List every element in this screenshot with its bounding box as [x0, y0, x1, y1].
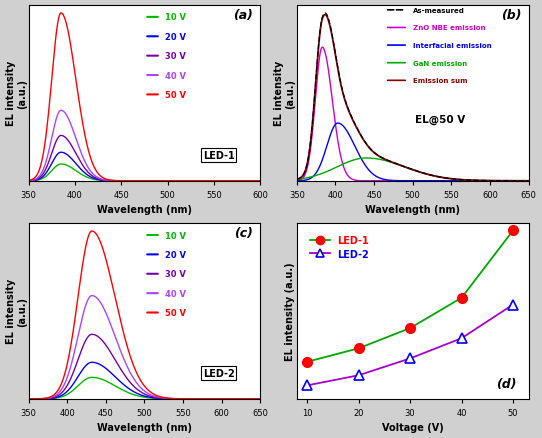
- Text: (a): (a): [234, 9, 253, 22]
- Text: LED-2: LED-2: [203, 368, 235, 378]
- Y-axis label: EL intensity (a.u.): EL intensity (a.u.): [286, 262, 295, 360]
- Text: 10 V: 10 V: [165, 231, 186, 240]
- Text: 20 V: 20 V: [165, 250, 186, 259]
- X-axis label: Wavelength (nm): Wavelength (nm): [97, 205, 192, 215]
- X-axis label: Voltage (V): Voltage (V): [382, 423, 443, 432]
- Text: Emission sum: Emission sum: [412, 78, 467, 84]
- Text: (d): (d): [496, 377, 517, 390]
- Text: 50 V: 50 V: [165, 91, 186, 100]
- Text: (c): (c): [235, 227, 253, 240]
- Text: 40 V: 40 V: [165, 71, 186, 80]
- Text: LED-1: LED-1: [203, 150, 235, 160]
- Text: EL@50 V: EL@50 V: [415, 115, 466, 125]
- Text: 10 V: 10 V: [165, 13, 186, 22]
- Text: 40 V: 40 V: [165, 289, 186, 298]
- Text: 30 V: 30 V: [165, 52, 186, 61]
- Text: ZnO NBE emission: ZnO NBE emission: [412, 25, 485, 32]
- X-axis label: Wavelength (nm): Wavelength (nm): [365, 205, 460, 215]
- Text: 50 V: 50 V: [165, 308, 186, 317]
- Text: GaN emission: GaN emission: [412, 60, 467, 67]
- Text: 20 V: 20 V: [165, 33, 186, 42]
- Y-axis label: EL intensity
(a.u.): EL intensity (a.u.): [274, 61, 295, 126]
- Y-axis label: EL intensity
(a.u.): EL intensity (a.u.): [5, 279, 27, 343]
- Text: (b): (b): [501, 9, 521, 22]
- X-axis label: Wavelength (nm): Wavelength (nm): [97, 423, 192, 432]
- Legend: LED-1, LED-2: LED-1, LED-2: [306, 232, 373, 263]
- Text: As-measured: As-measured: [412, 8, 464, 14]
- Text: Interfacial emission: Interfacial emission: [412, 43, 491, 49]
- Text: 30 V: 30 V: [165, 270, 186, 279]
- Y-axis label: EL intensity
(a.u.): EL intensity (a.u.): [5, 61, 27, 126]
